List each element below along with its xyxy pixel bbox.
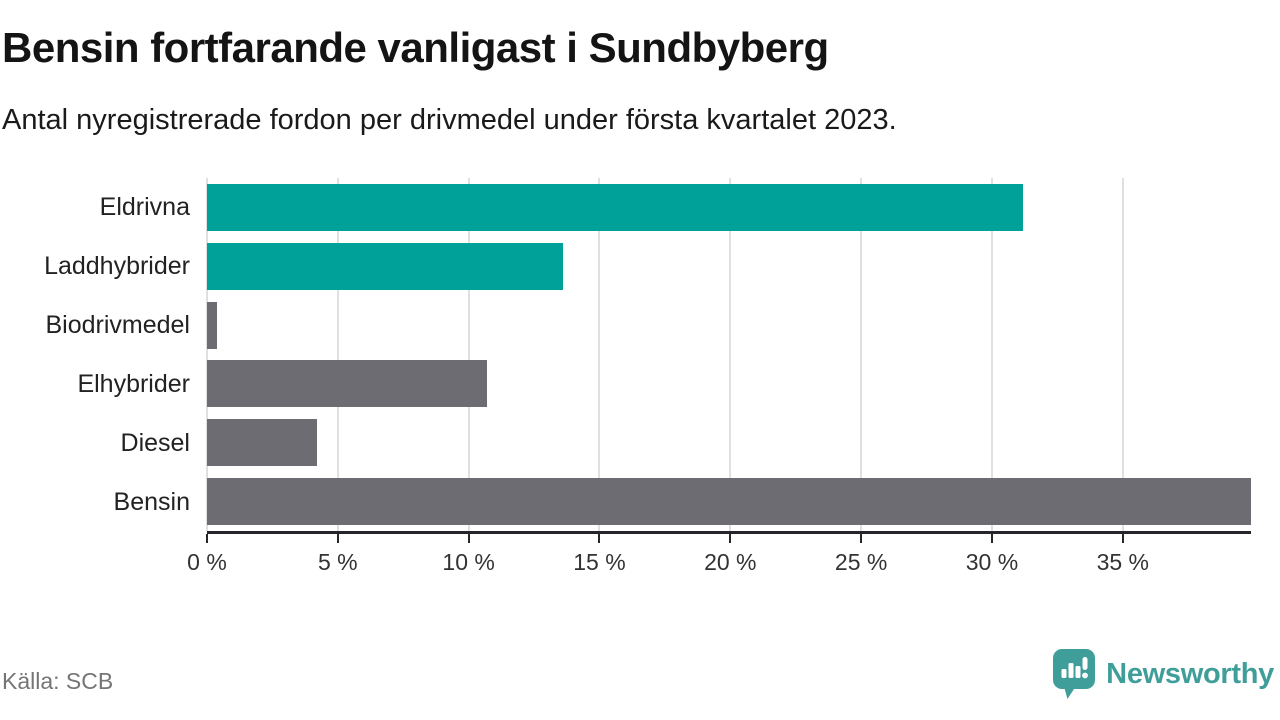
x-tick-15: [598, 534, 601, 543]
brand-name: Newsworthy: [1106, 657, 1274, 690]
x-tick-0: [206, 534, 208, 543]
x-tick-label-15: 15 %: [573, 549, 626, 575]
bar-biodrivmedel: [207, 301, 218, 349]
category-label-bensin: Bensin: [113, 487, 190, 516]
gridline-10-percent: [467, 178, 470, 531]
plot-area: [206, 178, 1251, 531]
category-label-biodrivmedel: Biodrivmedel: [45, 311, 190, 340]
gridline-5-percent: [336, 178, 339, 531]
x-tick-30: [990, 534, 993, 543]
bar-laddhybrider: [207, 242, 563, 290]
x-axis-line: [207, 531, 1251, 534]
x-tick-label-5: 5 %: [317, 549, 358, 575]
newsworthy-bubble-icon: [1053, 649, 1096, 699]
x-tick-label-10: 10 %: [442, 549, 495, 575]
x-tick-20: [729, 534, 732, 543]
bar-bensin: [207, 478, 1251, 526]
x-tick-label-20: 20 %: [704, 549, 757, 575]
x-tick-5: [336, 534, 339, 543]
category-label-elhybrider: Elhybrider: [77, 369, 190, 398]
x-tick-label-30: 30 %: [965, 549, 1019, 575]
x-tick-label-25: 25 %: [834, 549, 888, 575]
x-tick-label-35: 35 %: [1096, 549, 1149, 575]
x-tick-10: [467, 534, 470, 543]
x-tick-35: [1121, 534, 1124, 543]
gridline-25-percent: [860, 178, 863, 531]
gridline-15-percent: [598, 178, 601, 531]
gridline-35-percent: [1121, 178, 1124, 531]
chart-subtitle: Antal nyregistrerade fordon per drivmede…: [2, 104, 897, 136]
source-note: Källa: SCB: [2, 668, 114, 694]
chart-title: Bensin fortfarande vanligast i Sundbyber…: [2, 24, 829, 71]
x-tick-label-0: 0 %: [187, 549, 227, 575]
gridline-0-percent: [206, 178, 208, 531]
gridline-30-percent: [990, 178, 993, 531]
category-label-eldrivna: Eldrivna: [99, 193, 190, 222]
bar-diesel: [207, 419, 317, 467]
category-label-diesel: Diesel: [120, 428, 190, 457]
bar-elhybrider: [207, 360, 487, 408]
category-labels: Eldrivna Laddhybrider Biodrivmedel Elhybrid…: [0, 178, 190, 531]
gridline-20-percent: [729, 178, 732, 531]
category-label-laddhybrider: Laddhybrider: [44, 252, 190, 281]
bar-chart: Eldrivna Laddhybrider Biodrivmedel Elhybrid…: [0, 178, 1280, 598]
x-tick-25: [860, 534, 863, 543]
bar-eldrivna: [207, 183, 1024, 231]
newsworthy-logo[interactable]: Newsworthy: [1052, 648, 1274, 700]
